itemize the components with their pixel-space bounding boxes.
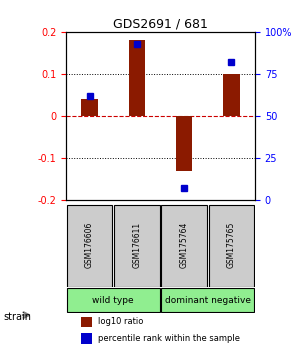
Text: wild type: wild type bbox=[92, 296, 134, 304]
Bar bbox=[223, 74, 240, 116]
Bar bbox=[81, 316, 92, 327]
FancyBboxPatch shape bbox=[161, 205, 207, 287]
Text: log10 ratio: log10 ratio bbox=[98, 317, 143, 326]
Text: percentile rank within the sample: percentile rank within the sample bbox=[98, 334, 240, 343]
Text: GSM175765: GSM175765 bbox=[227, 222, 236, 268]
Bar bbox=[176, 116, 192, 171]
Text: strain: strain bbox=[3, 312, 31, 322]
FancyBboxPatch shape bbox=[67, 205, 112, 287]
Bar bbox=[129, 40, 145, 116]
Text: GSM176611: GSM176611 bbox=[132, 222, 141, 268]
Title: GDS2691 / 681: GDS2691 / 681 bbox=[113, 18, 208, 31]
Text: dominant negative: dominant negative bbox=[165, 296, 251, 304]
Text: GSM175764: GSM175764 bbox=[180, 222, 189, 268]
FancyBboxPatch shape bbox=[114, 205, 160, 287]
Bar bbox=[81, 99, 98, 116]
FancyBboxPatch shape bbox=[209, 205, 254, 287]
FancyBboxPatch shape bbox=[161, 288, 254, 312]
Bar bbox=[81, 333, 92, 343]
FancyBboxPatch shape bbox=[67, 288, 160, 312]
Text: GSM176606: GSM176606 bbox=[85, 222, 94, 268]
